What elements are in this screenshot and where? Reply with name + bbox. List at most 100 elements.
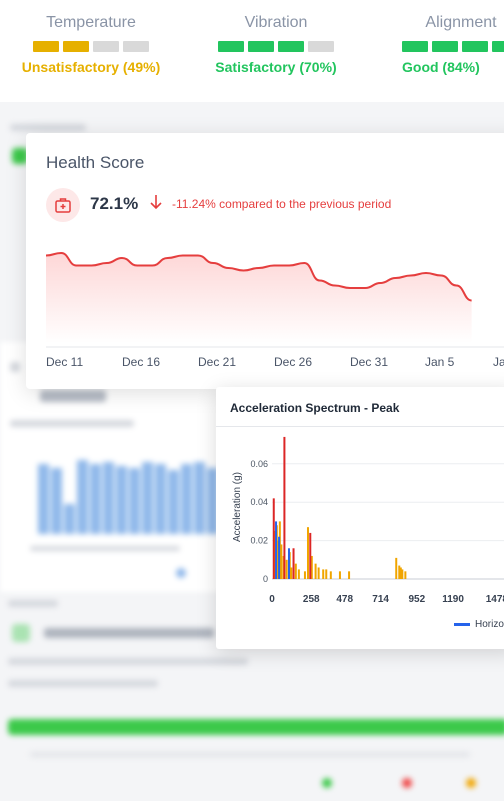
- spectrum-bar: [306, 527, 309, 579]
- x-tick-label: 258: [303, 594, 320, 605]
- spectrum-bar: [317, 567, 320, 579]
- x-tick-label: Dec 31: [350, 355, 389, 369]
- arrow-down-icon: [148, 193, 164, 216]
- placeholder-line: [10, 420, 134, 427]
- spectrum-bar: [329, 571, 332, 579]
- x-tick-label: 1478: [486, 594, 504, 605]
- metric-alignment: Alignment Good (84%): [402, 14, 504, 75]
- health-line: [45, 251, 472, 302]
- x-tick-label: 478: [336, 594, 353, 605]
- spectrum-bar: [404, 571, 407, 579]
- placeholder-line: [10, 124, 86, 131]
- spectrum-bar: [297, 569, 300, 579]
- spectrum-bar: [309, 532, 312, 579]
- spectrum-bar: [303, 571, 306, 579]
- metric-status: Satisfactory (70%): [215, 59, 337, 75]
- spectrum-bar: [280, 544, 283, 579]
- placeholder-line: [8, 600, 58, 607]
- x-tick-label: Dec 21: [198, 355, 237, 369]
- spectrum-bar: [325, 569, 328, 579]
- placeholder-line: [8, 658, 248, 665]
- placeholder-badge: [12, 624, 30, 642]
- placeholder-line: [8, 680, 158, 687]
- spectrum-bar: [285, 559, 288, 579]
- spectrum-bar: [310, 555, 313, 579]
- placeholder-dot: [10, 362, 20, 372]
- spectrum-bar: [338, 571, 341, 579]
- spectrum-bar: [314, 563, 317, 579]
- health-area: [46, 253, 472, 343]
- placeholder-line: [44, 628, 214, 638]
- y-tick-label: 0: [263, 574, 268, 584]
- health-score-chart: [45, 251, 504, 348]
- x-tick-label: 714: [372, 594, 389, 605]
- placeholder-legend-dot: [322, 778, 332, 788]
- level-segment: [123, 41, 149, 52]
- placeholder-legend-dot: [466, 778, 476, 788]
- metric-status: Unsatisfactory (49%): [21, 59, 161, 75]
- metric-name: Alignment: [425, 14, 497, 31]
- metric-name: Vibration: [244, 14, 308, 31]
- metrics-strip: Temperature Unsatisfactory (49%) Vibrati…: [0, 0, 504, 100]
- placeholder-axis: [30, 752, 470, 757]
- level-bar: [206, 41, 346, 52]
- x-tick-label: Jan 5: [425, 355, 455, 369]
- level-segment: [93, 41, 119, 52]
- level-segment: [278, 41, 304, 52]
- level-segment: [248, 41, 274, 52]
- legend-swatch: [454, 623, 470, 626]
- spectrum-bar: [322, 569, 325, 579]
- spectrum-bar: [294, 563, 297, 579]
- spectrum-bar: [272, 498, 275, 579]
- health-score-card: Health Score 72.1% -11.24% compared to t…: [26, 133, 504, 389]
- level-segment: [308, 41, 334, 52]
- placeholder-progress: [8, 719, 504, 735]
- card-header: Acceleration Spectrum - Peak: [216, 387, 504, 427]
- spectrum-bar: [275, 521, 278, 579]
- placeholder-legend-dot: [176, 568, 186, 578]
- level-segment: [218, 41, 244, 52]
- metric-temperature: Temperature Unsatisfactory (49%): [20, 14, 162, 75]
- level-segment: [402, 41, 428, 52]
- spectrum-bar: [348, 571, 351, 579]
- legend-label: Horizo: [475, 619, 504, 630]
- x-tick-label: Ja: [493, 355, 504, 369]
- metric-status: Good (84%): [402, 59, 480, 75]
- level-segment: [63, 41, 89, 52]
- spectrum-bar: [278, 536, 281, 579]
- y-tick-label: 0.02: [250, 536, 268, 546]
- first-aid-kit-icon: [46, 188, 80, 222]
- spectrum-bar: [398, 565, 401, 579]
- legend-item[interactable]: Horizo: [454, 619, 504, 630]
- y-tick-label: 0.04: [250, 497, 268, 507]
- metric-name: Temperature: [46, 14, 136, 31]
- level-segment: [33, 41, 59, 52]
- card-title: Health Score: [46, 153, 145, 172]
- placeholder-line: [40, 390, 106, 402]
- spectrum-bar: [292, 548, 295, 579]
- x-tick-label: Dec 26: [274, 355, 313, 369]
- placeholder-legend-dot: [402, 778, 412, 788]
- level-bar: [20, 41, 162, 52]
- placeholder-badge: [12, 148, 28, 164]
- x-tick-label: 0: [269, 594, 275, 605]
- x-tick-label: 952: [408, 594, 425, 605]
- spectrum-bar: [276, 540, 279, 579]
- acceleration-spectrum-chart: 0 0.02 0.04 0.06 0 258 478 714 952 1190 1478 Accele…: [232, 436, 504, 605]
- placeholder-columns: [38, 450, 218, 534]
- spectrum-bar: [287, 548, 290, 579]
- spectrum-bar: [395, 557, 398, 579]
- level-segment: [432, 41, 458, 52]
- comparison-text: -11.24% compared to the previous period: [172, 197, 392, 211]
- level-bar: [402, 41, 504, 52]
- metric-vibration: Vibration Satisfactory (70%): [206, 14, 346, 75]
- spectrum-bar: [273, 531, 276, 579]
- spectrum-bar: [283, 436, 286, 579]
- placeholder-axis: [30, 546, 180, 551]
- acceleration-spectrum-card: Acceleration Spectrum - Peak 0 0.02 0.04 0.…: [216, 387, 504, 649]
- spectrum-bar: [399, 567, 402, 579]
- health-value: 72.1%: [90, 194, 139, 213]
- card-title: Acceleration Spectrum - Peak: [230, 401, 400, 415]
- x-tick-label: Dec 11: [46, 355, 84, 369]
